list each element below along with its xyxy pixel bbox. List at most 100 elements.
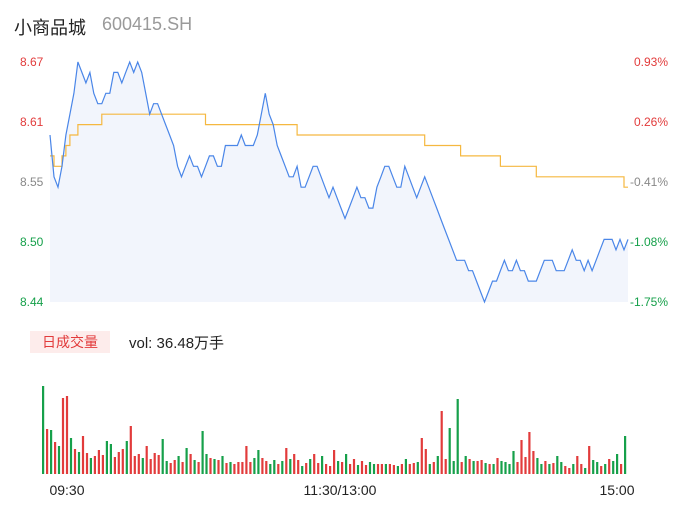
volume-bar xyxy=(329,466,332,474)
volume-bar xyxy=(173,460,176,474)
volume-bar xyxy=(456,399,459,474)
volume-bar xyxy=(117,452,120,474)
volume-bar xyxy=(420,438,423,474)
volume-bar xyxy=(360,461,364,474)
volume-bar xyxy=(241,462,244,474)
volume-bar xyxy=(520,440,523,474)
volume-bar xyxy=(384,464,387,474)
volume-bar xyxy=(253,458,256,474)
volume-bar xyxy=(125,441,128,474)
y-tick-left: 8.44 xyxy=(20,295,44,309)
volume-bar xyxy=(65,396,69,474)
volume-bar xyxy=(592,460,595,474)
volume-bar xyxy=(572,464,575,474)
volume-bar xyxy=(93,456,96,474)
volume-bar xyxy=(229,462,232,474)
volume-bar xyxy=(416,462,419,474)
volume-bar xyxy=(333,450,336,474)
volume-bar xyxy=(193,460,196,474)
volume-bar xyxy=(181,462,184,474)
volume-bar xyxy=(121,449,124,474)
volume-bar xyxy=(277,464,280,474)
y-tick-left: 8.55 xyxy=(20,175,44,189)
volume-bar xyxy=(57,446,61,474)
volume-bar xyxy=(460,462,463,474)
volume-bar xyxy=(552,463,555,474)
volume-bar xyxy=(213,459,216,474)
stock-name: 小商品城 xyxy=(14,18,86,38)
volume-bar xyxy=(616,454,619,474)
volume-bar xyxy=(113,457,116,474)
y-tick-right: -0.41% xyxy=(630,175,668,189)
volume-bar xyxy=(157,455,160,474)
y-tick-right: -1.08% xyxy=(630,235,668,249)
volume-bar xyxy=(77,452,81,474)
volume-bar xyxy=(396,466,399,474)
volume-bar xyxy=(596,462,599,474)
volume-bar xyxy=(257,450,260,474)
daily-volume-tab[interactable]: 日成交量 xyxy=(30,331,110,353)
volume-bar xyxy=(185,448,188,474)
volume-bar xyxy=(576,456,579,474)
volume-bar xyxy=(205,454,208,474)
volume-bar xyxy=(500,461,503,474)
volume-bar xyxy=(309,459,312,474)
volume-bar xyxy=(50,430,53,474)
volume-bar xyxy=(129,426,132,474)
volume-bar xyxy=(380,464,383,474)
volume-bar xyxy=(133,456,136,474)
volume-bar xyxy=(600,466,603,474)
volume-bar xyxy=(201,431,204,474)
volume-bar xyxy=(428,464,431,474)
volume-bar xyxy=(105,441,108,474)
y-tick-right: -1.75% xyxy=(630,295,668,309)
volume-bar xyxy=(313,454,316,474)
volume-bar xyxy=(285,448,288,474)
volume-readout: vol: 36.48万手 xyxy=(129,335,225,352)
volume-bar xyxy=(42,386,45,474)
volume-bar xyxy=(345,454,348,474)
volume-bar xyxy=(101,455,104,474)
volume-bar xyxy=(233,464,236,474)
volume-bar xyxy=(137,454,140,474)
volume-bar xyxy=(508,464,511,474)
volume-bar xyxy=(217,460,220,474)
volume-bar xyxy=(356,465,360,474)
volume-bar xyxy=(293,454,296,474)
volume-bar xyxy=(624,436,627,474)
volume-bar xyxy=(305,463,308,474)
price-area xyxy=(50,62,628,302)
volume-bar xyxy=(472,461,475,474)
volume-bar xyxy=(512,451,515,474)
volume-bar xyxy=(289,459,292,474)
volume-bar xyxy=(452,461,455,474)
volume-bar xyxy=(604,464,607,474)
volume-bar xyxy=(61,398,65,474)
volume-bar xyxy=(297,460,300,474)
volume-bar xyxy=(556,456,559,474)
volume-bar xyxy=(492,464,495,474)
average-price-line xyxy=(50,113,628,188)
volume-bar xyxy=(488,464,491,474)
volume-bar xyxy=(273,460,276,474)
volume-bar xyxy=(564,466,567,474)
volume-bar xyxy=(237,462,240,474)
volume-bar xyxy=(349,464,352,474)
volume-bar xyxy=(448,428,451,474)
volume-bar xyxy=(608,459,611,474)
volume-bar xyxy=(388,464,391,474)
volume-bar xyxy=(54,442,57,474)
volume-bar xyxy=(165,461,168,474)
volume-bar xyxy=(325,464,328,474)
volume-bar xyxy=(249,462,252,474)
volume-bar xyxy=(412,463,415,474)
volume-bar xyxy=(265,461,268,474)
volume-bar xyxy=(432,462,435,474)
volume-bar xyxy=(337,461,340,474)
volume-bar xyxy=(504,462,507,474)
volume-bar xyxy=(281,461,284,474)
volume-bar xyxy=(376,464,380,474)
y-tick-left: 8.50 xyxy=(20,235,44,249)
volume-bar xyxy=(169,463,172,474)
